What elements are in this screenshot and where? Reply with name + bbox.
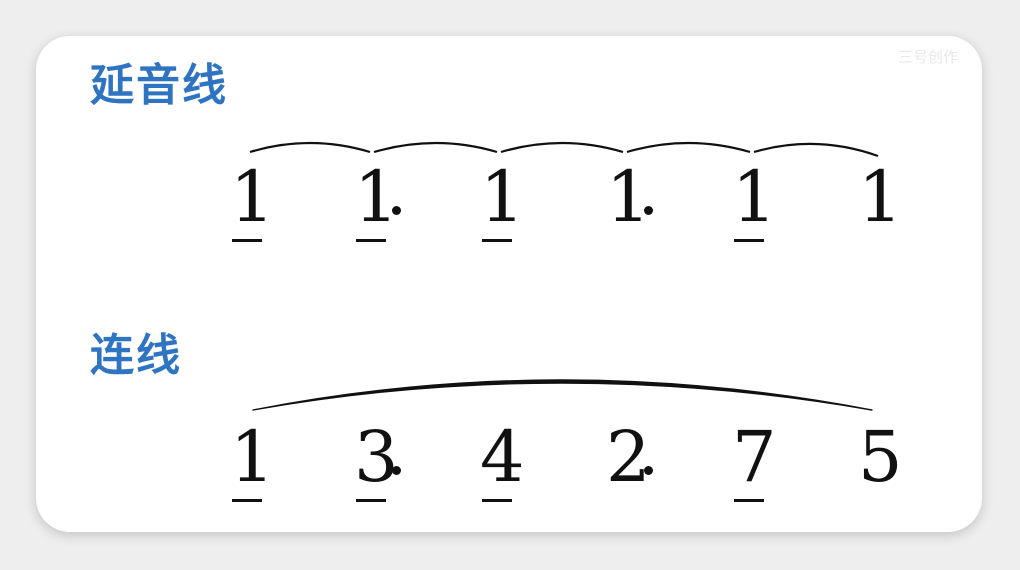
underline — [232, 499, 262, 502]
augmentation-dot — [644, 466, 653, 475]
underline — [482, 499, 512, 502]
content-card — [36, 36, 982, 532]
underline — [356, 499, 386, 502]
underline — [482, 239, 512, 242]
augmentation-dot — [644, 206, 653, 215]
tie-note: 1 — [858, 156, 903, 238]
slur-note: 3 — [354, 422, 401, 502]
underline — [356, 239, 386, 242]
slur-note: 4 — [480, 422, 525, 502]
slur-note: 1 — [230, 422, 275, 502]
tie-note: 1 — [230, 162, 275, 242]
slur-heading: 连线 — [90, 330, 182, 381]
tie-note: 1 — [480, 162, 525, 242]
slur-note: 7 — [732, 422, 777, 502]
tie-heading: 延音线 — [90, 60, 228, 111]
slur-note: 2 — [606, 422, 653, 492]
tie-note: 1 — [732, 162, 777, 242]
tie-note: 1 — [606, 162, 653, 232]
underline — [232, 239, 262, 242]
tie-note: 1 — [354, 162, 401, 242]
augmentation-dot — [392, 206, 401, 215]
underline — [734, 499, 764, 502]
slur-note: 5 — [858, 416, 903, 498]
watermark: 三号创作 — [898, 48, 959, 66]
underline — [734, 239, 764, 242]
augmentation-dot — [392, 466, 401, 475]
